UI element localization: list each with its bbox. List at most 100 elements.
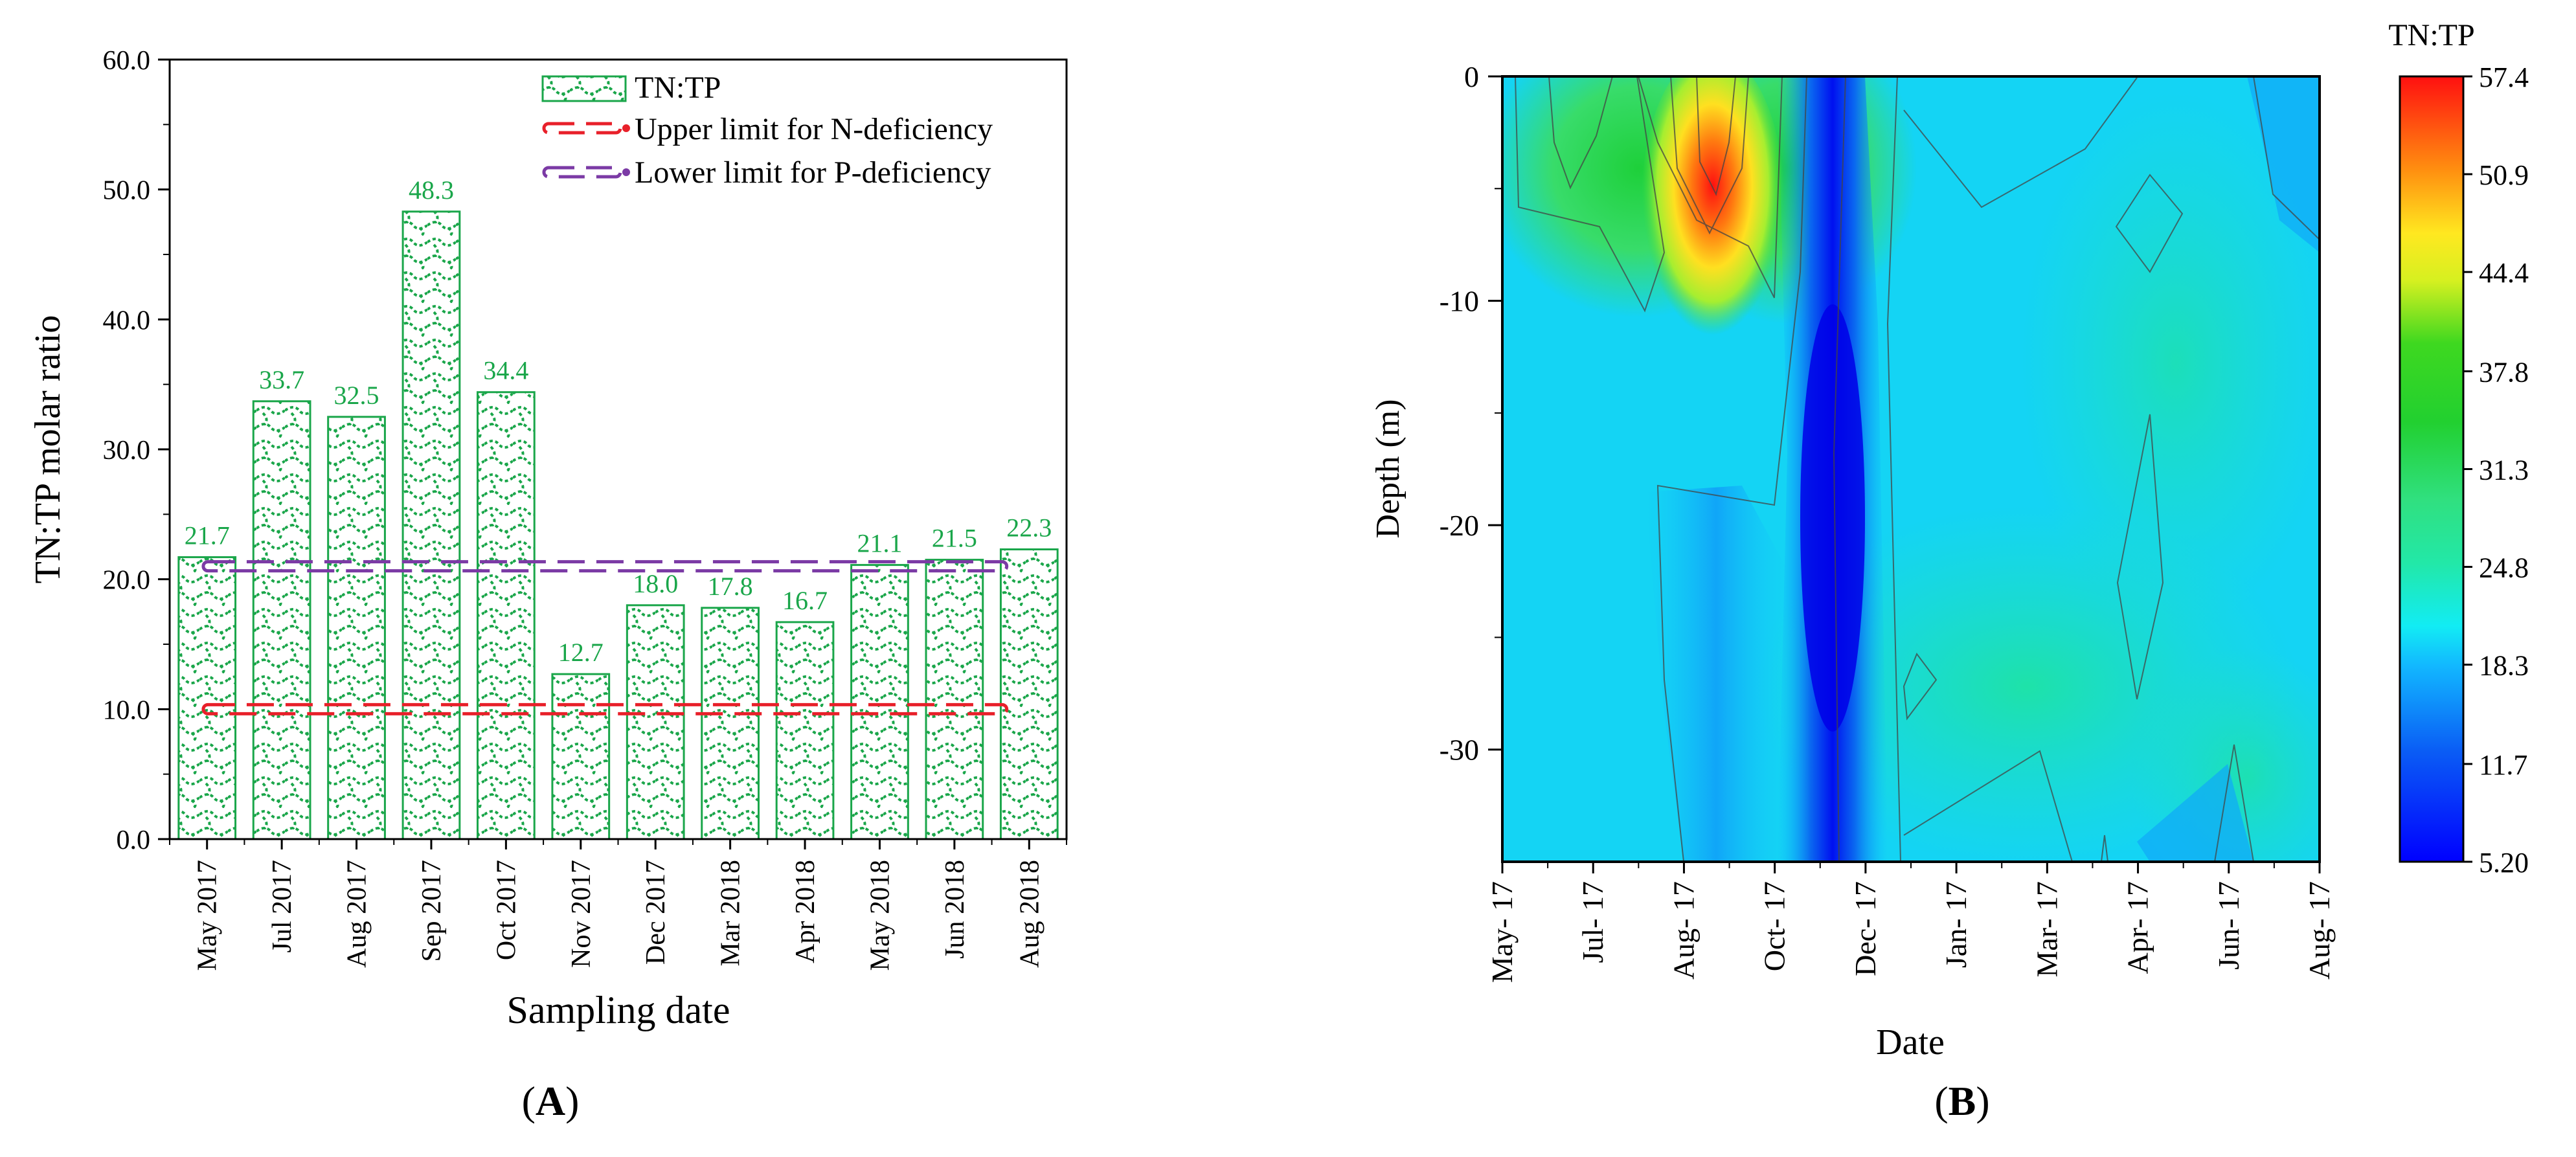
bar-value-labels: 21.7 33.7 32.5 48.3 34.4 12.7 18.0 17.8 16.7 21.1… (185, 175, 1052, 667)
x-tick-label-nov-2017: Nov 2017 (567, 860, 596, 968)
colorbar: TN:TP 57.4 50.9 44.4 37.8 31.3 24.8 18.3 11.7 5.… (2388, 18, 2529, 879)
x-tick-label-sep-2017: Sep 2017 (417, 860, 447, 962)
reference-line-upper-limit-for-n-deficiency (201, 702, 1009, 715)
panel-b-letter: B (1949, 1078, 1976, 1124)
legend-swatch-n-deficiency (542, 122, 622, 135)
reference-line-lower-limit-for-p-deficiency (201, 560, 1009, 573)
heatmap-y-axis: 0 -10 -20 -30 (1440, 60, 1502, 767)
heatmap-x-tick-label: Oct- 17 (1758, 881, 1791, 971)
legend-swatch-tntp (541, 75, 627, 102)
legend-label-n-deficiency: Upper limit for N-deficiency (635, 112, 993, 146)
bar-nov-2017 (551, 673, 611, 840)
legend-swatch-p-deficiency (542, 166, 622, 179)
colorbar-tick-label: 5.20 (2479, 847, 2529, 879)
y-axis-title: TN:TP molar ratio (28, 315, 68, 584)
heatmap-x-tick-label: Aug- 17 (2303, 881, 2336, 980)
colorbar-tick-label: 57.4 (2479, 62, 2529, 93)
y-tick-label-60-0: 60.0 (103, 46, 151, 76)
y-tick-label-0-0: 0.0 (117, 826, 151, 855)
x-tick-label-may-2018: May 2018 (865, 860, 895, 971)
colorbar-gradient (2399, 75, 2465, 863)
heatmap-x-tick-label: May- 17 (1486, 881, 1519, 983)
bar-value-label-sep-2017: 48.3 (409, 175, 454, 205)
bar-aug-2018 (999, 548, 1059, 840)
x-tick-label-may-2017: May 2017 (193, 860, 223, 971)
legend-marker-n-deficiency (622, 124, 630, 132)
colorbar-ticks: 57.4 50.9 44.4 37.8 31.3 24.8 18.3 11.7 5.20 (2463, 62, 2529, 879)
bar-group (177, 210, 1059, 840)
colorbar-tick-label: 50.9 (2479, 159, 2529, 191)
x-tick-label-oct-2017: Oct 2017 (491, 860, 521, 960)
x-axis: May 2017 Jul 2017 Aug 2017 Sep 2017 Oct 2017… (169, 839, 1067, 971)
legend-label-p-deficiency: Lower limit for P-deficiency (635, 155, 991, 190)
legend-item-n-deficiency: Upper limit for N-deficiency (542, 112, 993, 146)
x-tick-label-aug-2018: Aug 2018 (1015, 860, 1045, 968)
bar-may-2018 (850, 564, 909, 840)
bar-value-label-jul-2017: 33.7 (259, 365, 304, 394)
colorbar-tick-label: 37.8 (2479, 356, 2529, 388)
bar-value-label-jun-2018: 21.5 (932, 524, 977, 553)
colorbar-tick-label: 11.7 (2479, 749, 2527, 781)
heatmap-x-tick-label: Dec- 17 (1849, 881, 1882, 976)
heatmap-x-axis: May- 17 Jul- 17 Aug- 17 Oct- 17 Dec- 17 Jan- … (1486, 862, 2336, 983)
bar-oct-2017 (477, 391, 536, 840)
reference-lines (201, 560, 1009, 715)
x-tick-label-apr-2018: Apr 2018 (791, 860, 820, 963)
legend: TN:TP Upper limit for N-deficiency Lower… (541, 71, 993, 190)
colorbar-tick-label: 24.8 (2479, 552, 2529, 584)
panel-a-label: (A) (522, 1078, 580, 1124)
bar-may-2017 (177, 556, 237, 840)
y-tick-label-40-0: 40.0 (103, 306, 151, 335)
contour-lines (1515, 76, 2320, 862)
x-tick-label-jun-2018: Jun 2018 (940, 860, 970, 959)
legend-item-p-deficiency: Lower limit for P-deficiency (542, 155, 991, 190)
bar-value-label-mar-2018: 17.8 (708, 572, 753, 601)
bar-value-label-dec-2017: 18.0 (633, 569, 678, 598)
y-tick-label-20-0: 20.0 (103, 566, 151, 596)
heatmap-x-tick-label: Jun- 17 (2212, 881, 2245, 970)
bar-jul-2017 (252, 400, 311, 840)
bar-aug-2017 (327, 416, 386, 840)
legend-item-tntp: TN:TP (541, 71, 721, 105)
heatmap-x-tick-label: Mar- 17 (2030, 881, 2063, 978)
heatmap-y-tick-label: -10 (1440, 285, 1479, 318)
bar-sep-2017 (401, 210, 461, 840)
panel-a-letter: A (536, 1078, 565, 1124)
heatmap-y-axis-title: Depth (m) (1370, 399, 1407, 538)
panel-b-label: (B) (1934, 1078, 1989, 1124)
colorbar-tick-label: 44.4 (2479, 257, 2529, 289)
bar-value-label-apr-2018: 16.7 (782, 586, 828, 615)
bar-value-label-aug-2017: 32.5 (334, 381, 379, 410)
x-tick-label-mar-2018: Mar 2018 (716, 860, 746, 966)
legend-marker-p-deficiency (622, 168, 630, 176)
heatmap-x-tick-label: Jul- 17 (1576, 881, 1609, 963)
heatmap-x-tick-label: Aug- 17 (1667, 881, 1700, 980)
y-tick-label-10-0: 10.0 (103, 695, 151, 725)
x-tick-label-aug-2017: Aug 2017 (343, 860, 372, 968)
bar-value-label-oct-2017: 34.4 (483, 356, 528, 385)
x-tick-label-jul-2017: Jul 2017 (267, 860, 297, 953)
bar-value-label-nov-2017: 12.7 (558, 638, 604, 667)
y-tick-label-30-0: 30.0 (103, 436, 151, 466)
legend-label-tntp: TN:TP (635, 71, 721, 105)
colorbar-tick-label: 18.3 (2479, 650, 2529, 682)
heatmap-y-tick-label: -30 (1440, 734, 1479, 767)
x-tick-label-dec-2017: Dec 2017 (641, 860, 671, 965)
heatmap-y-tick-label: 0 (1464, 60, 1479, 93)
y-tick-label-50-0: 50.0 (103, 176, 151, 206)
bar-value-label-aug-2018: 22.3 (1006, 513, 1052, 543)
colorbar-title: TN:TP (2388, 18, 2474, 52)
bar-mar-2018 (701, 607, 760, 840)
heatmap-x-tick-label: Apr- 17 (2121, 881, 2154, 974)
panel-b-chart: 0 -10 -20 -30 May- 17 Jul- 17 Aug- 17 Oct- 17 D… (1370, 18, 2529, 1124)
bar-value-label-may-2018: 21.1 (857, 529, 902, 558)
colorbar-tick-label: 31.3 (2479, 455, 2529, 486)
x-axis-title: Sampling date (507, 989, 730, 1031)
heatmap-field (1502, 76, 2320, 862)
bar-apr-2018 (775, 621, 835, 840)
heatmap-y-tick-label: -20 (1440, 509, 1479, 542)
bar-value-label-may-2017: 21.7 (185, 521, 230, 550)
heatmap-x-axis-title: Date (1876, 1022, 1945, 1062)
